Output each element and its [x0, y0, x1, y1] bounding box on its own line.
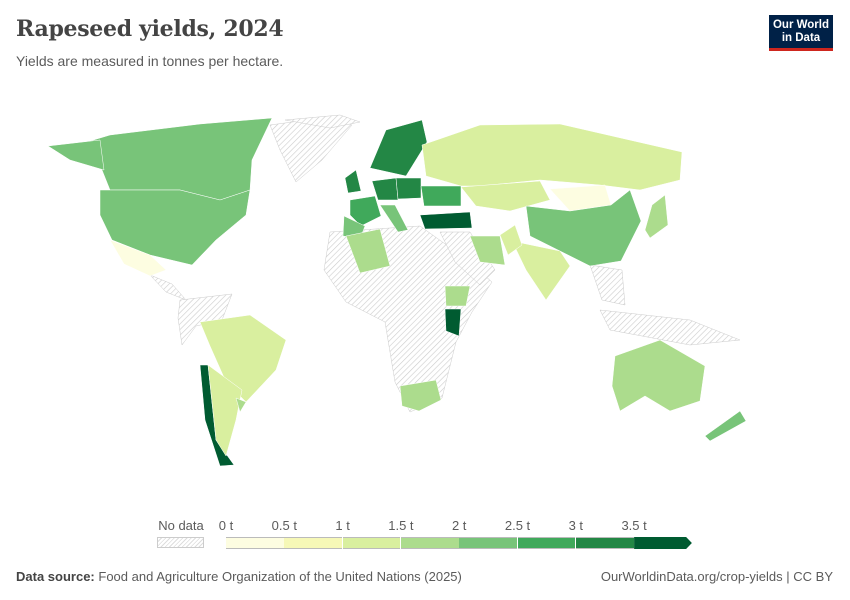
country-ethiopia[interactable]	[444, 285, 471, 307]
logo-line2: in Data	[781, 32, 821, 44]
legend-no-data-swatch	[157, 537, 204, 548]
no-data-regions	[149, 114, 741, 413]
owid-logo[interactable]: Our World in Data	[769, 15, 833, 51]
country-kazakhstan[interactable]	[460, 180, 551, 212]
middle-east[interactable]	[439, 231, 496, 286]
northern-south-america[interactable]	[177, 293, 233, 346]
country-india[interactable]	[511, 240, 571, 301]
legend-tick-label: 1.5 t	[388, 518, 414, 533]
legend-bin-7[interactable]	[634, 537, 692, 549]
country-new-zealand[interactable]	[704, 410, 747, 442]
country-italy[interactable]	[379, 204, 409, 233]
country-germany[interactable]	[371, 177, 399, 201]
country-united-states[interactable]	[47, 139, 105, 171]
country-uruguay[interactable]	[235, 397, 247, 413]
legend-tick-label: 2.5 t	[504, 518, 531, 533]
country-russia[interactable]	[421, 123, 683, 191]
legend-bin-0[interactable]	[226, 537, 284, 549]
legend-tick-label: 1 t	[335, 518, 350, 533]
country-poland[interactable]	[395, 177, 422, 200]
country-brazil[interactable]	[199, 314, 287, 403]
country-mexico[interactable]	[109, 239, 167, 277]
country-turkey[interactable]	[419, 211, 473, 230]
world-map	[47, 114, 747, 467]
central-america[interactable]	[149, 274, 187, 301]
country-australia[interactable]	[611, 339, 706, 412]
page-title: Rapeseed yields, 2024	[16, 16, 284, 42]
southeast-asia[interactable]	[589, 264, 626, 306]
source-label: Data source:	[16, 569, 95, 584]
source-url[interactable]: OurWorldinData.org/crop-yields | CC BY	[600, 569, 833, 584]
country-south-africa[interactable]	[399, 379, 442, 412]
country-scandinavia[interactable]	[369, 119, 428, 177]
country-france[interactable]	[349, 195, 382, 227]
source-text[interactable]: Food and Agriculture Organization of the…	[98, 569, 462, 584]
country-pakistan[interactable]	[499, 224, 523, 256]
country-kenya[interactable]	[444, 308, 462, 337]
logo-line1: Our World	[772, 19, 829, 31]
arctic-islands[interactable]	[284, 114, 361, 129]
country-algeria[interactable]	[345, 228, 391, 274]
country-china[interactable]	[525, 189, 642, 267]
legend-bin-6[interactable]	[575, 537, 634, 549]
legend-bin-2[interactable]	[342, 537, 401, 549]
country-japan[interactable]	[644, 194, 669, 239]
greenland[interactable]	[269, 116, 353, 183]
legend-tick-label: 0.5 t	[271, 518, 297, 533]
country-shapes	[47, 117, 747, 467]
data-source: Data source: Food and Agriculture Organi…	[16, 569, 462, 584]
legend-tick-label: 3 t	[568, 518, 584, 533]
page-subtitle: Yields are measured in tonnes per hectar…	[16, 53, 284, 69]
country-ukraine[interactable]	[420, 185, 462, 207]
legend-no-data-label: No data	[158, 518, 204, 533]
country-argentina[interactable]	[207, 364, 243, 457]
country-united-kingdom[interactable]	[344, 169, 362, 194]
legend-bin-5[interactable]	[517, 537, 576, 549]
legend-bin-1[interactable]	[284, 537, 343, 549]
legend-bin-3[interactable]	[400, 537, 459, 549]
country-united-states[interactable]	[99, 189, 251, 266]
indonesia[interactable]	[599, 309, 741, 346]
legend-bin-4[interactable]	[459, 537, 517, 549]
legend-tick-label: 2 t	[451, 518, 467, 533]
country-iran[interactable]	[469, 235, 506, 266]
legend-tick-label: 0 t	[218, 518, 234, 533]
legend-tick-label: 3.5 t	[621, 518, 647, 533]
